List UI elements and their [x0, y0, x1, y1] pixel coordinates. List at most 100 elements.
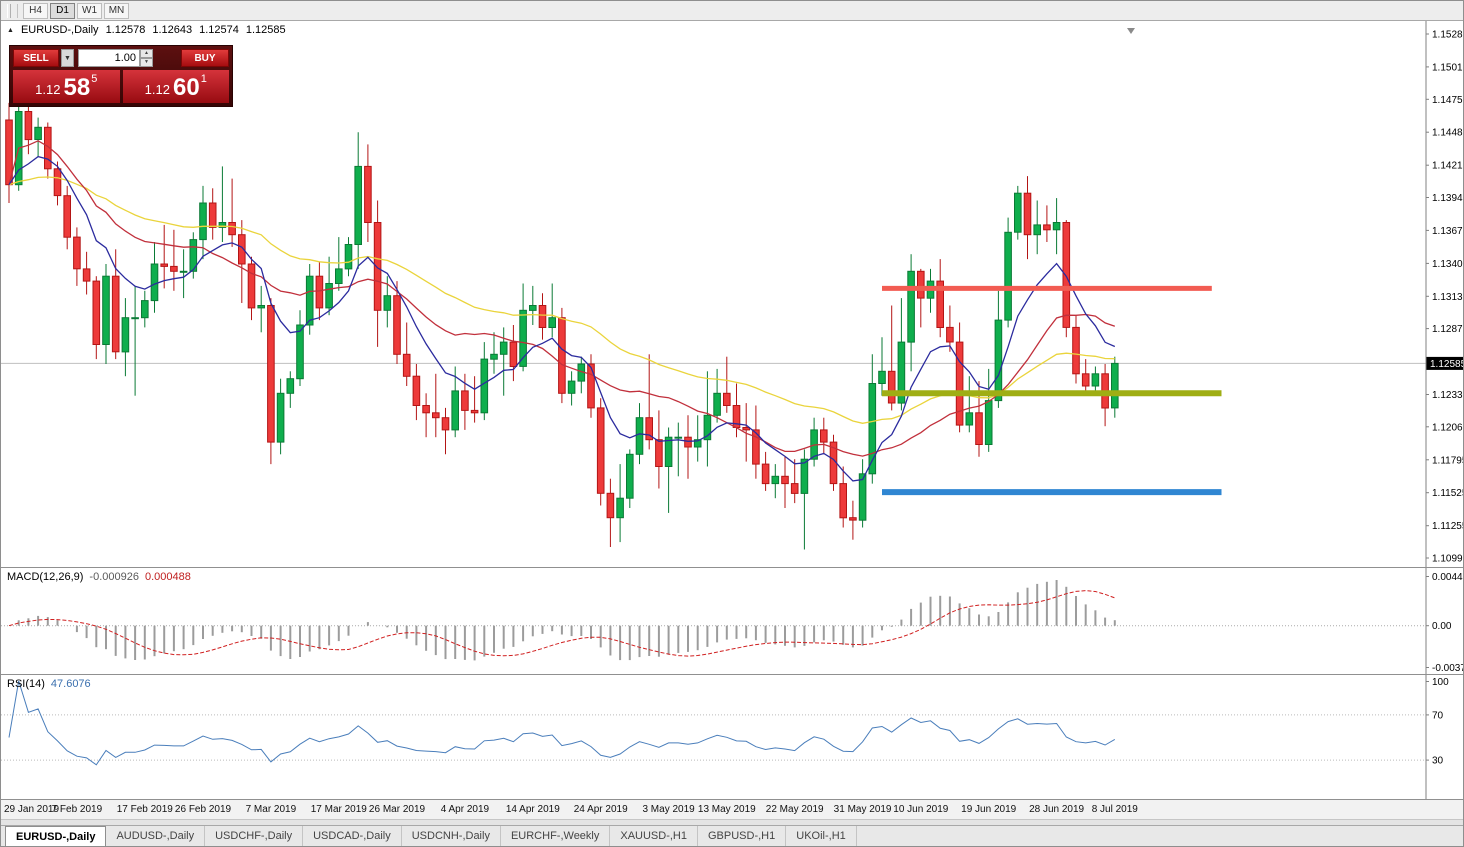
volume-up-button[interactable]: ▲: [140, 49, 153, 58]
time-axis[interactable]: 29 Jan 2019 7 Feb 2019 17 Feb 2019 26 Feb 2…: [1, 799, 1463, 819]
ma-line-slow: [8, 176, 1115, 424]
svg-text:1.12585: 1.12585: [1430, 359, 1464, 370]
macd-label: MACD(12,26,9): [7, 571, 84, 583]
time-axis-label: 17 Feb 2019: [116, 804, 173, 815]
time-axis-label: 26 Mar 2019: [368, 804, 426, 815]
svg-text:1.12330: 1.12330: [1432, 390, 1464, 401]
buy-price-pip: 1: [200, 73, 207, 85]
ohlc-high: 1.12643: [152, 24, 193, 36]
buy-price-display[interactable]: 1.12 60 1: [122, 70, 229, 103]
volume-spinner: ▲ ▼: [140, 49, 153, 67]
svg-text:1.13675: 1.13675: [1432, 226, 1464, 237]
svg-text:1.14480: 1.14480: [1432, 128, 1464, 139]
svg-text:1.12065: 1.12065: [1432, 422, 1464, 433]
toolbar-separator: [17, 3, 18, 18]
ohlc-close: 1.12585: [245, 24, 286, 36]
time-axis-label: 3 May 2019: [642, 804, 695, 815]
svg-text:1.13945: 1.13945: [1432, 193, 1464, 204]
svg-text:1.11255: 1.11255: [1432, 521, 1464, 532]
chart-tab-audusd-daily[interactable]: AUDUSD-,Daily: [106, 826, 206, 846]
main-chart-panel: 1.15285 1.15015 1.14750 1.14480 1.14210 1.139…: [1, 21, 1463, 567]
svg-text:1.14750: 1.14750: [1432, 95, 1464, 106]
ohlc-open: 1.12578: [105, 24, 146, 36]
time-axis-label: 19 Jun 2019: [961, 804, 1017, 815]
rsi-canvas[interactable]: 100 70 30: [1, 675, 1464, 800]
toolbar-grip[interactable]: [7, 3, 11, 18]
time-axis-label: 17 Mar 2019: [310, 804, 367, 815]
rsi-label: RSI(14): [7, 678, 45, 690]
time-axis-label: 31 May 2019: [833, 804, 892, 815]
time-axis-label: 8 Jul 2019: [1091, 804, 1138, 815]
timeframe-button-mn[interactable]: MN: [104, 2, 129, 19]
time-axis-label: 26 Feb 2019: [174, 804, 232, 815]
time-axis-label: 13 May 2019: [697, 804, 756, 815]
time-axis-label: 10 Jun 2019: [893, 804, 949, 815]
sell-price-pip: 5: [91, 73, 98, 85]
macd-histogram: [17, 580, 1116, 661]
chart-tab-ukoil-h1[interactable]: UKOil-,H1: [786, 826, 857, 846]
svg-text:1.12870: 1.12870: [1432, 324, 1464, 335]
chart-tab-usdcad-daily[interactable]: USDCAD-,Daily: [303, 826, 402, 846]
svg-text:0.00: 0.00: [1432, 621, 1452, 632]
svg-text:1.15285: 1.15285: [1432, 30, 1464, 41]
buy-price-main: 1.12: [144, 82, 170, 97]
current-price-badge: 1.12585: [1426, 356, 1464, 370]
svg-text:100: 100: [1432, 677, 1449, 688]
rsi-value: 47.6076: [50, 678, 91, 690]
macd-canvas[interactable]: 0.004465 0.00 -0.003715: [1, 568, 1464, 675]
buy-button[interactable]: BUY: [181, 49, 229, 67]
rsi-indicator-panel: 100 70 30 RSI(14) 47.6076: [1, 674, 1464, 800]
chart-tab-eurusd-daily[interactable]: EURUSD-,Daily: [5, 826, 107, 846]
ohlc-low: 1.12574: [199, 24, 239, 36]
svg-text:1.10990: 1.10990: [1432, 554, 1464, 565]
time-axis-label: 22 May 2019: [765, 804, 824, 815]
time-axis-label: 29 Jan 2019: [4, 804, 60, 815]
svg-text:1.11795: 1.11795: [1432, 455, 1464, 466]
rsi-header: RSI(14) 47.6076: [7, 678, 91, 690]
time-axis-label: 28 Jun 2019: [1029, 804, 1085, 815]
macd-main-value: -0.000926: [89, 571, 139, 583]
chart-symbol-label: EURUSD-,Daily: [20, 24, 99, 36]
sell-price-display[interactable]: 1.12 58 5: [13, 70, 120, 103]
chart-tab-xauusd-h1[interactable]: XAUUSD-,H1: [610, 826, 698, 846]
sell-price-big: 58: [63, 74, 91, 101]
one-click-trading-panel: SELL ▼ ▲ ▼ BUY 1.12 58 5 1.1: [9, 45, 233, 107]
svg-text:1.14210: 1.14210: [1432, 161, 1464, 172]
chart-tab-usdchf-daily[interactable]: USDCHF-,Daily: [205, 826, 304, 846]
chart-tab-usdcnh-daily[interactable]: USDCNH-,Daily: [402, 826, 501, 846]
chart-tab-eurchf-weekly[interactable]: EURCHF-,Weekly: [501, 826, 611, 846]
chart-shift-marker: [1127, 28, 1135, 34]
timeframe-button-w1[interactable]: W1: [77, 2, 102, 19]
collapse-arrow-icon[interactable]: ▲: [7, 26, 14, 34]
svg-text:70: 70: [1432, 710, 1444, 721]
svg-text:1.13135: 1.13135: [1432, 292, 1464, 303]
chart-tab-gbpusd-h1[interactable]: GBPUSD-,H1: [698, 826, 787, 846]
macd-signal-line: [8, 590, 1115, 657]
time-axis-label: 4 Apr 2019: [440, 804, 490, 815]
volume-input[interactable]: [78, 49, 140, 67]
svg-text:1.11525: 1.11525: [1432, 488, 1464, 499]
order-options-dropdown[interactable]: ▼: [61, 49, 74, 67]
macd-indicator-panel: 0.004465 0.00 -0.003715 MACD(12,26,9) -0.0…: [1, 567, 1464, 675]
main-chart-canvas[interactable]: 1.15285 1.15015 1.14750 1.14480 1.14210 1.139…: [1, 21, 1464, 567]
sell-price-main: 1.12: [35, 82, 61, 97]
timeframe-button-h4[interactable]: H4: [23, 2, 48, 19]
rsi-line: [8, 680, 1116, 766]
svg-text:0.004465: 0.004465: [1432, 572, 1464, 583]
volume-down-button[interactable]: ▼: [140, 58, 153, 67]
time-axis-label: 14 Apr 2019: [505, 804, 560, 815]
sell-button[interactable]: SELL: [13, 49, 59, 67]
ma-line-medium: [8, 140, 1116, 457]
svg-text:1.13405: 1.13405: [1432, 259, 1464, 270]
time-axis-label: 24 Apr 2019: [573, 804, 628, 815]
svg-text:-0.003715: -0.003715: [1432, 663, 1464, 674]
timeframe-button-d1[interactable]: D1: [50, 2, 75, 19]
candlesticks: [5, 95, 1119, 550]
svg-text:30: 30: [1432, 756, 1444, 767]
macd-header: MACD(12,26,9) -0.000926 0.000488: [7, 571, 191, 583]
timeframe-toolbar: H4 D1 W1 MN: [1, 1, 1463, 21]
horizontal-scrollbar[interactable]: [1, 819, 1463, 825]
buy-price-big: 60: [172, 74, 200, 101]
ma-line-fast: [8, 155, 1116, 482]
